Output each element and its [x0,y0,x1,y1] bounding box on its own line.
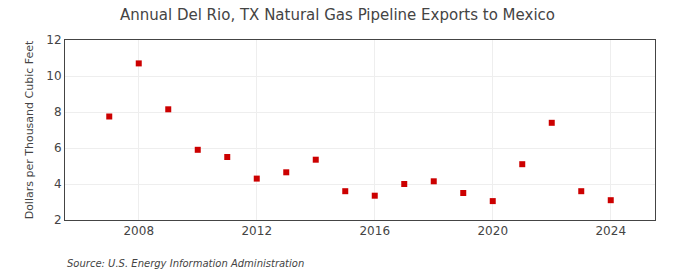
svg-text:8: 8 [54,105,62,119]
svg-text:2020: 2020 [477,224,508,238]
svg-text:2012: 2012 [241,224,272,238]
svg-text:2008: 2008 [123,224,154,238]
svg-text:4: 4 [54,177,62,191]
svg-text:10: 10 [46,69,61,83]
svg-text:2024: 2024 [595,224,626,238]
svg-text:Source: U.S. Energy Informatio: Source: U.S. Energy Information Administ… [67,258,304,269]
svg-text:2016: 2016 [359,224,390,238]
svg-text:Annual Del Rio, TX Natural Gas: Annual Del Rio, TX Natural Gas Pipeline … [120,6,555,24]
svg-text:Dollars per Thousand Cubic Fee: Dollars per Thousand Cubic Feet [23,40,36,219]
svg-text:2: 2 [54,213,62,227]
svg-text:6: 6 [54,141,62,155]
svg-text:12: 12 [46,33,61,47]
